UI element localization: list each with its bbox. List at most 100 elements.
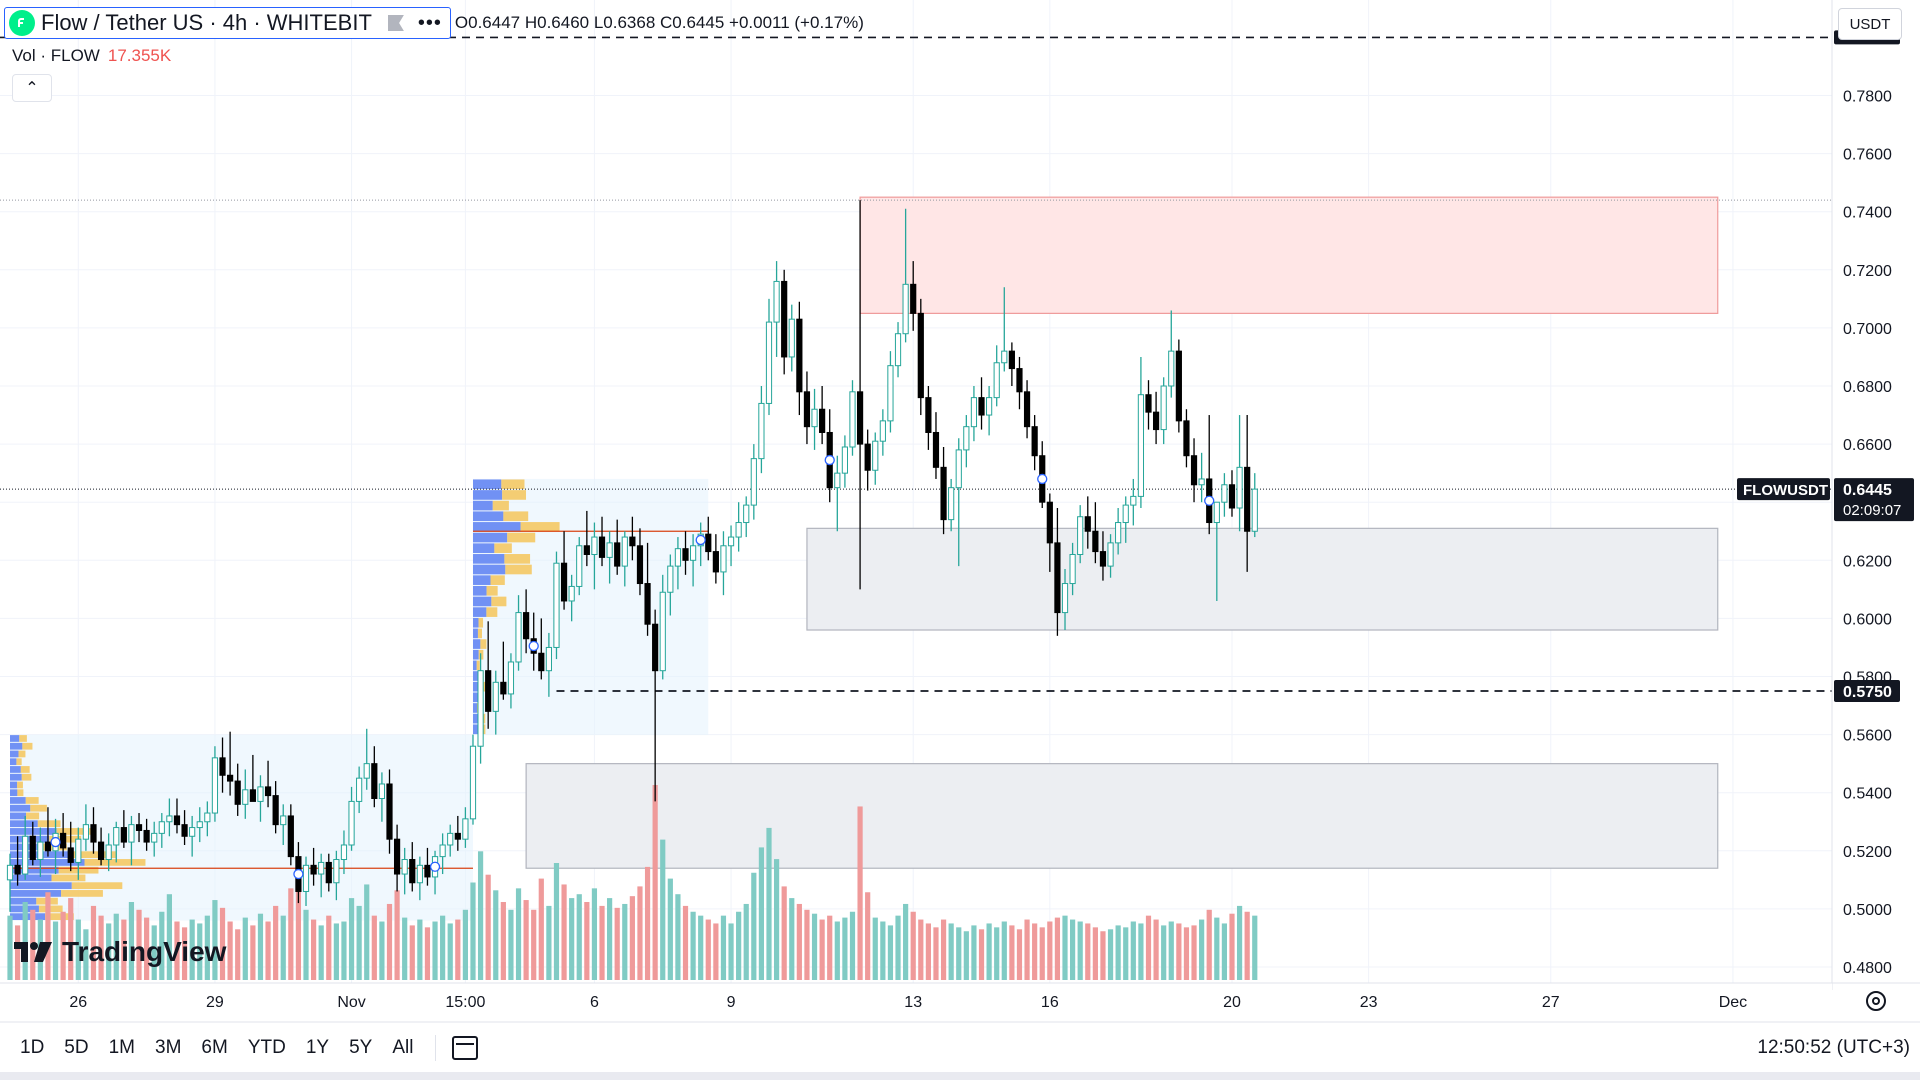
- profile-row-buy: [472, 479, 502, 490]
- time-tick-label: 16: [1041, 994, 1059, 1011]
- profile-row-buy: [10, 890, 62, 897]
- candle-body: [1160, 385, 1167, 431]
- ohlc-readout: O0.6447 H0.6460 L0.6368 C0.6445 +0.0011 …: [454, 13, 864, 32]
- profile-row-buy: [472, 511, 504, 522]
- candle: [257, 775, 264, 822]
- volume-bar: [1107, 929, 1114, 980]
- candle: [538, 618, 545, 680]
- tradingview-logo[interactable]: TradingView: [14, 936, 226, 968]
- candle: [758, 386, 765, 474]
- range-5y[interactable]: 5Y: [349, 1037, 373, 1058]
- volume-bar: [614, 907, 620, 980]
- candle-body: [485, 670, 492, 712]
- candle: [963, 415, 970, 468]
- volume-bar: [98, 915, 104, 980]
- candle-body: [424, 864, 431, 878]
- candle-body: [1023, 391, 1031, 428]
- candle-body: [963, 426, 970, 451]
- volume-bar: [652, 785, 658, 980]
- volume-bar: [1183, 927, 1190, 980]
- symbol-search[interactable]: Flow / Tether US · 4h · WHITEBIT •••: [4, 7, 451, 39]
- candle-body: [82, 824, 90, 840]
- candle: [910, 261, 917, 331]
- countdown-value: 02:09:07: [1843, 502, 1901, 519]
- signal-marker: [50, 836, 61, 848]
- price-tick-label: 0.4800: [1843, 960, 1892, 977]
- candle: [523, 589, 530, 654]
- candle-body: [925, 397, 932, 433]
- volume-bar: [212, 900, 218, 980]
- collapse-legend-button[interactable]: ⌃: [12, 74, 52, 102]
- volume-bar: [918, 919, 924, 980]
- profile-row-buy: [10, 897, 37, 905]
- volume-bar: [288, 888, 294, 980]
- time-tick-label: 27: [1542, 994, 1560, 1011]
- volume-bar: [159, 911, 165, 980]
- candle: [1236, 415, 1243, 532]
- candle-body: [856, 391, 864, 445]
- candle: [22, 815, 29, 880]
- volume-bar: [789, 898, 795, 980]
- volume-bar: [1085, 923, 1091, 980]
- profile-row-sell: [476, 660, 480, 671]
- profile-row-sell: [504, 554, 531, 564]
- candle-body: [614, 542, 621, 567]
- volume-bar: [720, 915, 727, 980]
- profile-row-buy: [10, 758, 17, 766]
- flag-icon[interactable]: [387, 15, 404, 31]
- range-5d[interactable]: 5D: [64, 1037, 89, 1058]
- candle-body: [371, 763, 378, 800]
- range-6m[interactable]: 6M: [201, 1037, 228, 1058]
- calendar-icon[interactable]: [452, 1036, 479, 1060]
- candle-body: [849, 391, 856, 448]
- range-all[interactable]: All: [392, 1037, 414, 1058]
- candle-body: [553, 562, 560, 648]
- range-1m[interactable]: 1M: [108, 1037, 135, 1058]
- profile-row-buy: [472, 596, 492, 607]
- candle-body: [447, 832, 454, 846]
- price-tick-label: 0.7800: [1843, 89, 1892, 106]
- range-ytd[interactable]: YTD: [247, 1037, 286, 1058]
- candle: [113, 821, 120, 863]
- profile-row-sell: [56, 828, 95, 835]
- candle: [249, 754, 256, 802]
- volume-bar: [1032, 923, 1038, 980]
- volume-bar: [971, 925, 977, 980]
- candle: [469, 734, 477, 825]
- level-price-tag: [1834, 680, 1900, 703]
- candle-body: [97, 841, 105, 861]
- profile-row-buy: [10, 874, 52, 882]
- candle-body: [1152, 411, 1160, 431]
- volume-bar: [660, 839, 666, 980]
- range-3m[interactable]: 3M: [155, 1037, 182, 1058]
- candle: [196, 807, 203, 843]
- candle-body: [158, 821, 165, 834]
- candle: [1168, 310, 1175, 398]
- candle-body: [523, 612, 530, 640]
- candle: [864, 429, 871, 491]
- range-1y[interactable]: 1Y: [305, 1037, 330, 1058]
- candle-body: [1069, 553, 1076, 585]
- candle-body: [720, 545, 727, 573]
- candle-body: [181, 824, 188, 837]
- volume-bar: [409, 925, 415, 980]
- candle-body: [796, 318, 803, 393]
- candle: [796, 301, 803, 416]
- volume-bar: [60, 911, 66, 980]
- volume-bar: [834, 921, 840, 980]
- price-tick-label: 0.5600: [1843, 728, 1892, 745]
- range-1d[interactable]: 1D: [20, 1037, 45, 1058]
- profile-row-sell: [503, 511, 529, 522]
- more-icon[interactable]: •••: [417, 11, 442, 34]
- candle: [553, 551, 560, 660]
- candle-body: [393, 838, 401, 875]
- clock-readout[interactable]: 12:50:52 (UTC+3): [1757, 1037, 1910, 1058]
- volume-bar: [174, 921, 180, 980]
- profile-row-sell: [16, 758, 22, 766]
- volume-bar: [811, 913, 818, 980]
- currency-button[interactable]: USDT: [1838, 8, 1902, 40]
- settings-icon[interactable]: [1866, 991, 1886, 1011]
- candle: [1183, 409, 1190, 468]
- candle: [872, 432, 879, 485]
